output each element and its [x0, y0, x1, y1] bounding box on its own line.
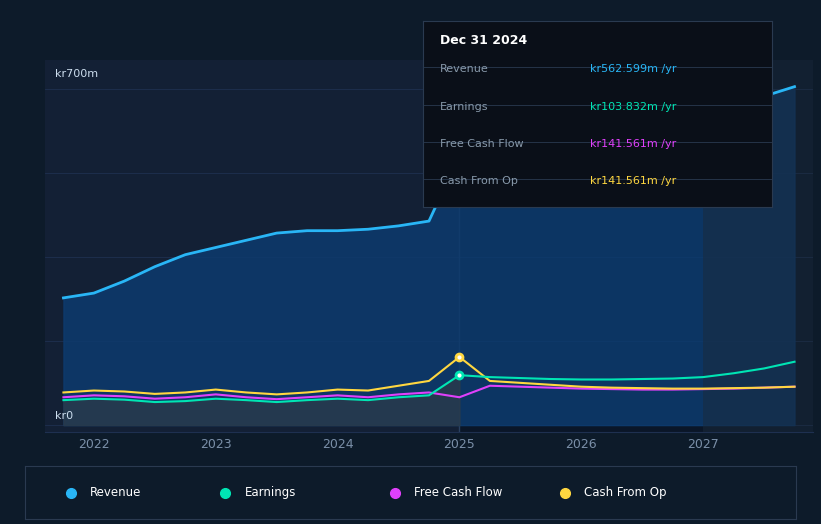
Text: Earnings: Earnings — [245, 486, 296, 499]
Text: kr103.832m /yr: kr103.832m /yr — [590, 102, 677, 112]
Text: kr0: kr0 — [55, 411, 73, 421]
Text: Revenue: Revenue — [440, 64, 489, 74]
Text: kr700m: kr700m — [55, 70, 98, 80]
Text: Cash From Op: Cash From Op — [440, 176, 518, 186]
Text: kr562.599m /yr: kr562.599m /yr — [590, 64, 677, 74]
Bar — [45, 60, 460, 432]
Text: Dec 31 2024: Dec 31 2024 — [440, 34, 528, 47]
Text: Free Cash Flow: Free Cash Flow — [440, 139, 524, 149]
Text: kr141.561m /yr: kr141.561m /yr — [590, 176, 677, 186]
Text: Earnings: Earnings — [440, 102, 488, 112]
Text: kr141.561m /yr: kr141.561m /yr — [590, 139, 677, 149]
Text: Free Cash Flow: Free Cash Flow — [415, 486, 502, 499]
Bar — [460, 60, 813, 432]
Text: Past: Past — [431, 99, 455, 108]
Bar — [703, 60, 813, 432]
Text: Cash From Op: Cash From Op — [585, 486, 667, 499]
Text: Revenue: Revenue — [90, 486, 141, 499]
Text: Analysts Forecasts: Analysts Forecasts — [465, 99, 568, 108]
